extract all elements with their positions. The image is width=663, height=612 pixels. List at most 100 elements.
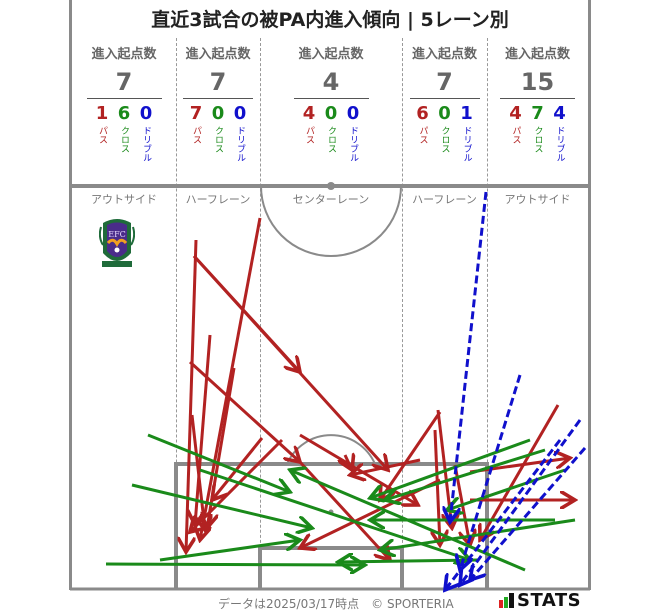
cross-arrow <box>199 468 470 560</box>
pass-arrow <box>188 360 300 462</box>
pass-count: 7 <box>189 103 203 124</box>
cross-count: 7 <box>531 103 544 124</box>
cross-count: 0 <box>438 103 451 124</box>
dribble-arrow <box>450 191 488 522</box>
dribble-arrow <box>460 374 522 570</box>
pass-label: パス <box>417 126 428 144</box>
dribble-arrows <box>445 191 587 590</box>
divider <box>183 98 253 99</box>
lane-divider <box>260 38 261 588</box>
cross-count: 0 <box>211 103 225 124</box>
entries-total: 7 <box>209 68 227 96</box>
pass-arrow <box>298 460 390 560</box>
pitch-right-border <box>588 0 591 590</box>
dribble-arrow <box>470 447 587 580</box>
pass-label: パス <box>191 126 201 144</box>
divider <box>409 98 480 99</box>
entries-total: 7 <box>436 68 453 96</box>
lane-divider <box>176 38 177 588</box>
cross-arrow <box>131 483 312 528</box>
entries-breakdown: 6 パス 0 クロス 1 ドリブル <box>402 103 487 163</box>
cross-label: クロス <box>326 126 336 153</box>
pass-count: 4 <box>509 103 522 124</box>
pass-arrow <box>195 334 212 525</box>
pass-arrow <box>190 414 205 530</box>
lane-stats-halfspace-right: 進入起点数 7 6 パス 0 クロス 1 ドリブル <box>402 38 487 184</box>
lane-stats-center: 進入起点数 4 4 パス 0 クロス 0 ドリブル <box>260 38 402 184</box>
stats-brand-logo: STATS <box>499 590 581 611</box>
cross-arrow <box>159 540 300 562</box>
pass-arrow <box>480 404 560 540</box>
lane-stats-outside-right: 進入起点数 15 4 パス 7 クロス 4 ドリブル <box>487 38 588 184</box>
lane-stats-halfspace-left: 進入起点数 7 7 パス 0 クロス 0 ドリブル <box>176 38 260 184</box>
lane-label-halfspace-left: ハーフレーン <box>185 193 251 206</box>
cross-arrow <box>380 518 576 550</box>
pass-arrow <box>192 254 388 470</box>
divider <box>86 98 162 99</box>
cross-arrow <box>338 560 479 562</box>
cross-label: クロス <box>119 126 129 153</box>
dribble-label: ドリブル <box>554 126 565 162</box>
lane-label-outside-left: アウトサイド <box>91 193 157 206</box>
dribble-label: ドリブル <box>348 126 358 162</box>
cross-count: 0 <box>324 103 338 124</box>
cross-arrow <box>147 433 290 492</box>
team-crest-icon: EFC <box>99 219 135 267</box>
pass-arrows <box>186 217 575 560</box>
pass-label: パス <box>304 126 314 144</box>
cross-label: クロス <box>532 126 543 153</box>
entries-total: 4 <box>322 68 340 96</box>
entries-header: 進入起点数 <box>411 47 477 62</box>
pass-arrow <box>435 429 440 545</box>
dribble-count: 0 <box>139 103 153 124</box>
pass-arrow <box>186 239 198 552</box>
lane-label-center: センターレーン <box>292 193 370 206</box>
entries-header: 進入起点数 <box>91 47 157 62</box>
divider <box>293 98 369 99</box>
entries-breakdown: 4 パス 0 クロス 0 ドリブル <box>260 103 402 163</box>
lane-label-halfspace-right: ハーフレーン <box>412 193 477 206</box>
entries-header: 進入起点数 <box>504 47 570 62</box>
pass-label: パス <box>97 126 107 144</box>
entries-header: 進入起点数 <box>298 47 364 62</box>
cross-arrow <box>385 448 546 500</box>
stats-bars-icon <box>499 593 514 608</box>
lane-stats-outside-left: 進入起点数 7 1 パス 6 クロス 0 ドリブル <box>72 38 176 184</box>
entries-breakdown: 4 パス 7 クロス 4 ドリブル <box>487 103 588 163</box>
pass-arrow <box>380 411 442 500</box>
entries-breakdown: 7 パス 0 クロス 0 ドリブル <box>176 103 260 163</box>
entries-total: 15 <box>520 68 555 96</box>
dribble-label: ドリブル <box>141 126 151 162</box>
lane-divider <box>487 38 488 588</box>
pass-arrow <box>212 437 264 500</box>
entries-breakdown: 1 パス 6 クロス 0 ドリブル <box>72 103 176 163</box>
svg-text:EFC: EFC <box>108 230 126 239</box>
pass-arrow <box>190 438 284 532</box>
dribble-label: ドリブル <box>235 126 245 162</box>
cross-arrow <box>447 468 566 510</box>
dribble-arrow <box>445 439 562 590</box>
cross-arrow <box>290 470 526 572</box>
entries-header: 進入起点数 <box>185 47 251 62</box>
divider <box>500 98 575 99</box>
stats-wordmark: STATS <box>517 590 582 611</box>
data-credit: データは2025/03/17時点 © SPORTERIA <box>218 597 454 611</box>
pass-label: パス <box>510 126 521 144</box>
pitch-left-border <box>69 0 72 590</box>
pass-count: 6 <box>416 103 429 124</box>
dribble-label: ドリブル <box>461 126 472 162</box>
pass-count: 1 <box>95 103 109 124</box>
dribble-count: 0 <box>346 103 360 124</box>
cross-count: 6 <box>117 103 131 124</box>
pass-arrow <box>350 458 421 475</box>
pass-count: 4 <box>302 103 316 124</box>
cross-label: クロス <box>439 126 450 153</box>
lane-stats-row: 進入起点数 7 1 パス 6 クロス 0 ドリブル 進入起点数 7 7 パス 0 クロス … <box>72 38 588 184</box>
cross-label: クロス <box>213 126 223 153</box>
lane-divider <box>402 38 403 588</box>
cross-arrow <box>105 564 365 565</box>
dribble-count: 0 <box>233 103 247 124</box>
chart-title: 直近3試合の被PA内進入傾向 | 5レーン別 <box>151 9 509 31</box>
cross-arrows <box>105 433 576 572</box>
